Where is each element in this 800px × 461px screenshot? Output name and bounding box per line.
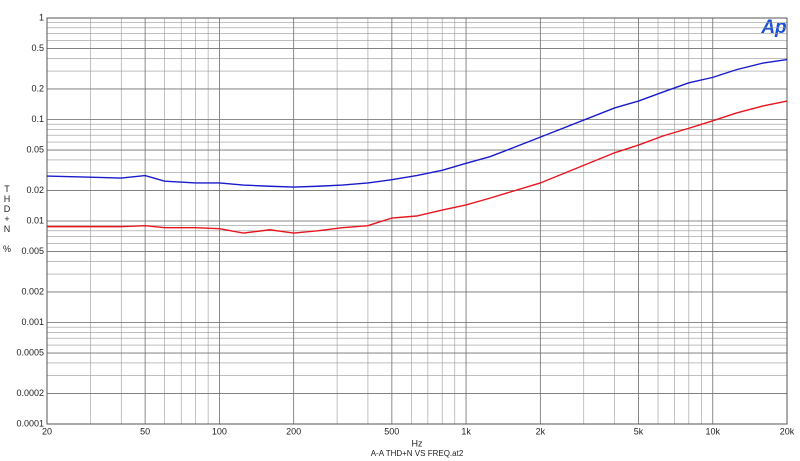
x-tick-label: 1k [461, 426, 471, 436]
y-tick-label: 0.5 [31, 43, 44, 53]
plot-frame [46, 17, 788, 425]
y-tick-label: 0.1 [31, 114, 44, 124]
x-tick-label: 200 [286, 426, 301, 436]
y-tick-label: 0.02 [26, 185, 44, 195]
y-tick-label: 0.2 [31, 83, 44, 93]
y-tick-label: 0.001 [21, 317, 44, 327]
series-line [46, 58, 788, 188]
x-tick-label: 100 [212, 426, 227, 436]
y-tick-label: 0.002 [21, 286, 44, 296]
x-tick-label: 10k [705, 426, 720, 436]
y-tick-label: 0.0002 [16, 388, 44, 398]
x-tick-label: 50 [140, 426, 150, 436]
x-tick-label: 20k [780, 426, 795, 436]
series-line [47, 100, 788, 234]
x-tick-label: 20 [42, 426, 52, 436]
logo: Ap [760, 17, 786, 38]
y-tick-label: 0.01 [26, 215, 44, 225]
x-tick-label: 500 [384, 426, 399, 436]
y-axis-label: THD+N [2, 184, 12, 234]
y-tick-label: 0.0001 [16, 418, 44, 428]
y-tick-label: 0.05 [26, 144, 44, 154]
y-tick-label: 1 [39, 12, 44, 22]
x-tick-label: 2k [536, 426, 546, 436]
caption: A-A THD+N VS FREQ.at2 [371, 449, 464, 458]
y-tick-label: 0.005 [21, 246, 44, 256]
y-tick-label: 0.0005 [16, 347, 44, 357]
x-tick-label: 5k [634, 426, 644, 436]
x-axis-label: Hz [412, 438, 423, 448]
y-axis-unit: % [3, 244, 12, 254]
